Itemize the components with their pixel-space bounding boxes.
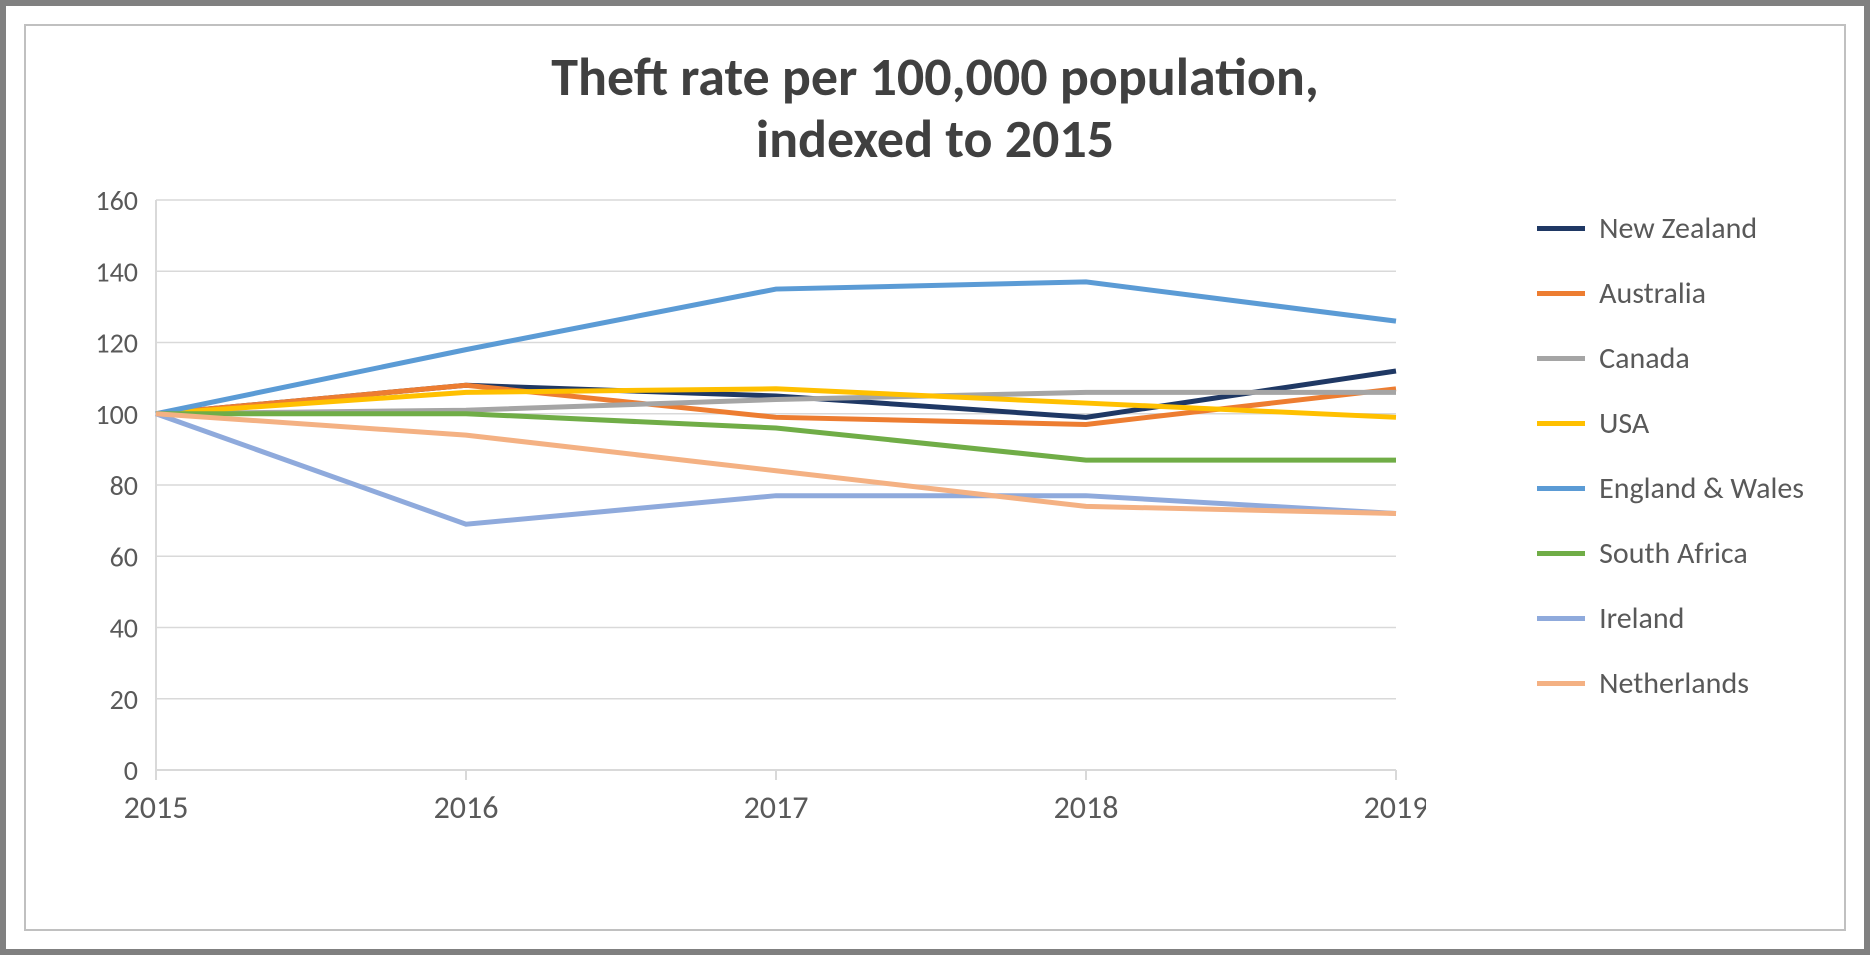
chart-inner-frame: Theft rate per 100,000 population, index…: [24, 24, 1846, 931]
x-tick-label: 2017: [744, 788, 809, 827]
chart-title: Theft rate per 100,000 population, index…: [551, 46, 1319, 170]
chart-body: 0 20 40 60 80 100 120 140 160 2015 2016 2017 2018 201…: [26, 170, 1844, 929]
chart-outer-frame: Theft rate per 100,000 population, index…: [0, 0, 1870, 955]
y-tick-label: 40: [110, 611, 138, 646]
x-tick-label: 2018: [1054, 788, 1119, 827]
y-tick-label: 60: [110, 539, 138, 574]
x-tick-label: 2016: [434, 788, 499, 827]
x-tick-label: 2019: [1364, 788, 1426, 827]
legend-label: Australia: [1599, 275, 1706, 312]
y-tick-label: 80: [110, 468, 138, 503]
legend-swatch: [1537, 616, 1585, 621]
y-tick-label: 20: [110, 682, 138, 717]
y-tick-label: 120: [95, 326, 138, 361]
legend-item: Australia: [1537, 275, 1804, 312]
legend-item: Canada: [1537, 340, 1804, 377]
chart-title-line1: Theft rate per 100,000 population,: [551, 46, 1319, 108]
chart-legend: New Zealand Australia Canada USA England & W…: [1507, 180, 1804, 702]
legend-item: Netherlands: [1537, 665, 1804, 702]
x-tick-label: 2015: [124, 788, 189, 827]
legend-item: England & Wales: [1537, 470, 1804, 507]
legend-swatch: [1537, 356, 1585, 361]
legend-label: Netherlands: [1599, 665, 1749, 702]
legend-item: New Zealand: [1537, 210, 1804, 247]
plot-area-wrapper: 0 20 40 60 80 100 120 140 160 2015 2016 2017 2018 201…: [66, 180, 1507, 909]
legend-swatch: [1537, 421, 1585, 426]
series-line: [156, 414, 1396, 460]
line-chart-svg: 0 20 40 60 80 100 120 140 160 2015 2016 2017 2018 201…: [66, 180, 1426, 840]
legend-item: Ireland: [1537, 600, 1804, 637]
legend-label: Ireland: [1599, 600, 1684, 637]
y-tick-label: 100: [95, 397, 138, 432]
legend-swatch: [1537, 226, 1585, 231]
legend-label: Canada: [1599, 340, 1690, 377]
legend-item: South Africa: [1537, 535, 1804, 572]
legend-label: South Africa: [1599, 535, 1748, 572]
legend-swatch: [1537, 291, 1585, 296]
chart-title-line2: indexed to 2015: [551, 108, 1319, 170]
y-tick-label: 140: [95, 254, 138, 289]
legend-label: USA: [1599, 405, 1649, 442]
legend-swatch: [1537, 486, 1585, 491]
legend-label: New Zealand: [1599, 210, 1757, 247]
legend-item: USA: [1537, 405, 1804, 442]
legend-swatch: [1537, 681, 1585, 686]
y-tick-label: 0: [124, 753, 138, 788]
legend-swatch: [1537, 551, 1585, 556]
y-tick-label: 160: [95, 183, 138, 218]
legend-label: England & Wales: [1599, 470, 1804, 507]
